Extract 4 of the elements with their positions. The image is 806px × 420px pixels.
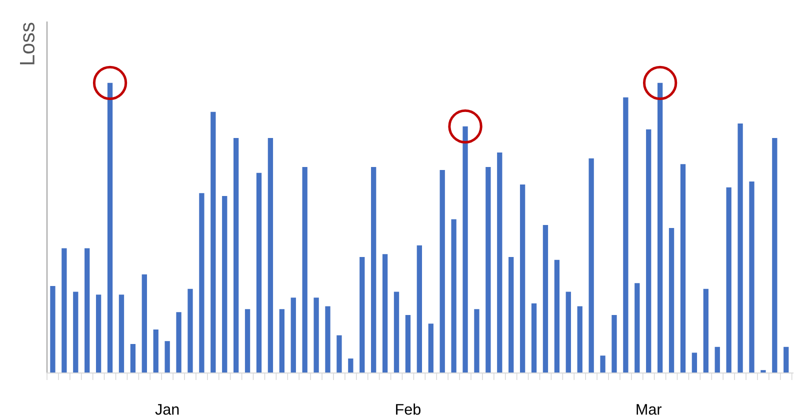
y-axis-title: Loss: [20, 22, 35, 64]
x-tick-label: Mar: [636, 404, 662, 415]
x-tick-label: Feb: [396, 404, 420, 415]
x-tick-label: Jan: [155, 404, 179, 415]
